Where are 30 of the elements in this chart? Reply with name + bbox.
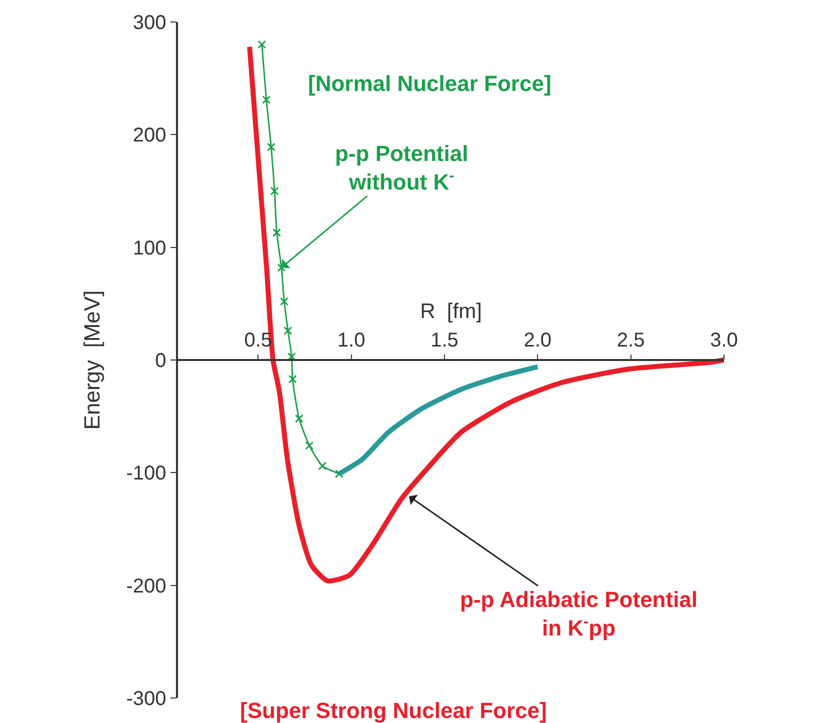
- x-axis-title: R [fm]: [420, 300, 482, 323]
- x-tick-label: 2.5: [616, 329, 645, 352]
- point: [277, 263, 286, 272]
- y-tick-label: 0: [155, 350, 166, 372]
- y-tick-label: 300: [132, 12, 166, 34]
- point: [318, 462, 327, 470]
- y-axis-title: Energy [MeV]: [80, 290, 105, 430]
- y-tick-label: -200: [126, 575, 166, 598]
- point: [266, 142, 276, 152]
- point: [280, 297, 288, 306]
- point: [262, 95, 271, 104]
- y-tick-label: 200: [132, 124, 166, 147]
- point: [305, 441, 314, 450]
- y-tick-label: 100: [132, 237, 166, 260]
- point: [270, 186, 279, 196]
- text: [Super Strong Nuclear Force]: [240, 698, 547, 723]
- point: [284, 326, 292, 335]
- y-tick-label: -300: [126, 688, 166, 710]
- point: [272, 228, 282, 237]
- x-tick-label: 1.5: [430, 329, 458, 352]
- point: [258, 40, 266, 49]
- x-tick-label: 2.0: [524, 329, 552, 352]
- point: [294, 414, 304, 423]
- annotation: [Normal Nuclear Force]: [308, 71, 552, 96]
- annotation: p-p Potential without K$^{-}$: [335, 141, 468, 195]
- x-tick-label: 3.0: [710, 329, 738, 352]
- x-tick-label: 1.0: [337, 329, 366, 352]
- point: [288, 374, 297, 384]
- y-tick-label: -100: [126, 462, 166, 485]
- annotation: p-p Adiabatic Potential in K$^{-}$pp: [460, 587, 698, 641]
